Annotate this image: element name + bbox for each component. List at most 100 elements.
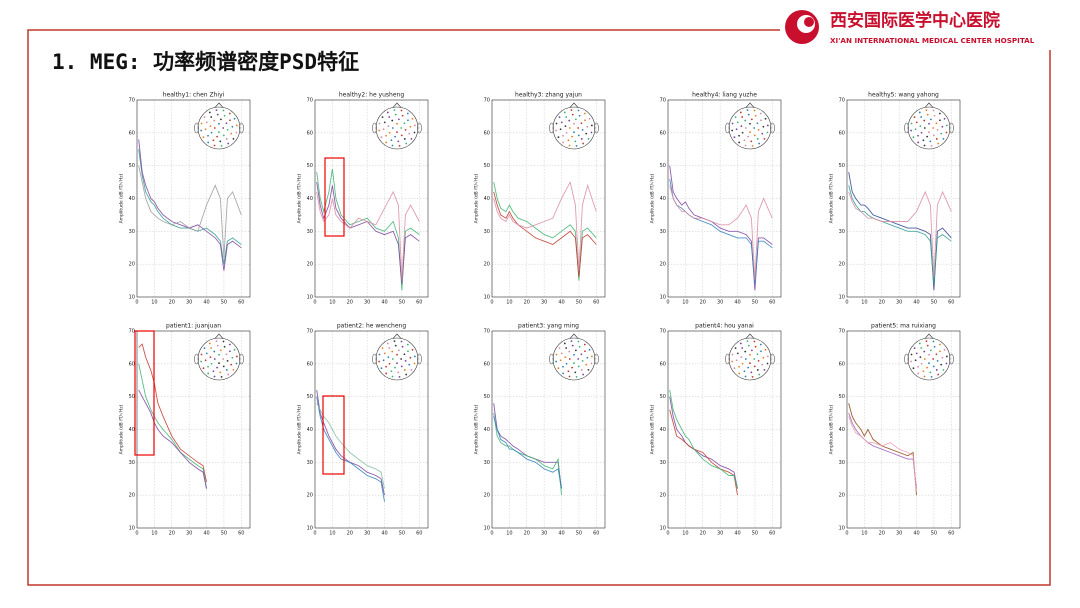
sensor-dot (731, 353, 734, 356)
sensor-dot (388, 116, 391, 118)
sensor-dot (940, 132, 943, 135)
y-tick-label: 70 (307, 98, 313, 104)
x-tick-label: 10 (682, 300, 688, 306)
sensor-dot (560, 121, 563, 124)
y-tick-label: 50 (484, 394, 490, 400)
sensor-dot (200, 122, 203, 125)
chart-title: patient1: juanjuan (166, 323, 221, 330)
sensor-dot (559, 359, 562, 362)
y-tick-label: 10 (660, 295, 666, 301)
y-tick-label: 50 (839, 394, 845, 400)
sensor-dot (762, 356, 765, 359)
sensor-dot (382, 359, 385, 362)
sensor-dot (230, 132, 233, 135)
sensor-dot (391, 119, 394, 122)
sensor-dot (942, 368, 945, 371)
head-ear (239, 353, 244, 365)
sensor-dot (753, 340, 756, 343)
x-tick-label: 10 (151, 531, 157, 537)
head-ear (949, 353, 954, 365)
sensor-dot (204, 128, 207, 131)
y-tick-label: 10 (129, 526, 135, 532)
sensor-dot (378, 129, 381, 132)
head-ear (594, 353, 599, 365)
sensor-dot (223, 114, 226, 117)
x-tick-label: 0 (666, 300, 669, 306)
sensor-dot (749, 362, 751, 365)
sensor-dot (917, 372, 920, 375)
sensor-dot (761, 132, 764, 135)
sensor-dot (388, 131, 391, 134)
sensor-dot (922, 370, 925, 373)
sensor-dot (923, 350, 926, 353)
sensor-dot (380, 367, 383, 370)
plot-frame (667, 330, 782, 529)
y-tick-label: 60 (660, 361, 666, 367)
sensor-dot (204, 359, 207, 362)
sensor-dot (910, 353, 913, 356)
sensor-dot (381, 116, 384, 119)
sensor-dot (580, 138, 583, 140)
sensor-dot (942, 137, 945, 140)
sensor-dot (912, 367, 915, 370)
sensor-dot (210, 347, 213, 349)
sensor-dot (222, 127, 225, 129)
sensor-dot (386, 111, 389, 114)
psd-line (138, 343, 207, 483)
sensor-dot (750, 118, 753, 121)
sensor-dot (932, 365, 935, 368)
psd-line (316, 396, 385, 502)
sensor-dot (766, 355, 769, 358)
sensor-dot (935, 138, 938, 140)
sensor-dot (400, 109, 403, 112)
sensor-dot (396, 122, 398, 125)
psd-line (669, 185, 773, 281)
y-tick-label: 60 (839, 361, 845, 367)
sensor-dot (400, 358, 403, 360)
sensor-dot (749, 353, 751, 356)
sensor-dot (406, 112, 409, 115)
sensor-dot (758, 142, 761, 145)
x-tick-label: 40 (913, 300, 919, 306)
x-tick-label: 0 (135, 531, 138, 537)
head-outline (728, 106, 772, 150)
psd-line (848, 185, 952, 284)
sensor-dot (915, 352, 918, 355)
y-axis-label: Amplitude (dB fT/√Hz) (119, 404, 125, 454)
sensor-dot (563, 111, 566, 114)
sensor-dot (207, 365, 209, 368)
sensor-dot (761, 363, 764, 366)
plot-frame (491, 330, 606, 529)
sensor-dot (587, 368, 590, 371)
sensor-dot (575, 375, 578, 378)
highlight-box (324, 157, 345, 237)
x-tick-label: 0 (666, 531, 669, 537)
sensor-dot (568, 375, 571, 378)
sensor-dot (583, 112, 586, 115)
sensor-dot (740, 356, 743, 359)
head-nose (745, 102, 755, 108)
sensor-dot (928, 362, 930, 365)
psd-line (138, 139, 242, 271)
sensor-dot (590, 124, 593, 127)
sensor-dot (216, 135, 219, 138)
head-ear (194, 353, 199, 365)
frame (27, 29, 1051, 586)
x-tick-label: 0 (845, 531, 848, 537)
sensor-dot (396, 362, 398, 365)
sensor-dot (756, 122, 759, 125)
sensor-dot (388, 347, 391, 349)
head-ear (594, 122, 599, 134)
sensor-dot (401, 345, 404, 348)
sensor-dot (378, 360, 381, 363)
sensor-dot (390, 370, 393, 373)
head-ear (770, 353, 775, 365)
sensor-dot (917, 141, 920, 144)
head-ear (239, 122, 244, 134)
y-tick-label: 40 (129, 427, 135, 433)
sensor-dot (923, 375, 926, 378)
x-tick-label: 10 (329, 531, 335, 537)
psd-line (493, 191, 597, 278)
head-ear (549, 353, 554, 365)
